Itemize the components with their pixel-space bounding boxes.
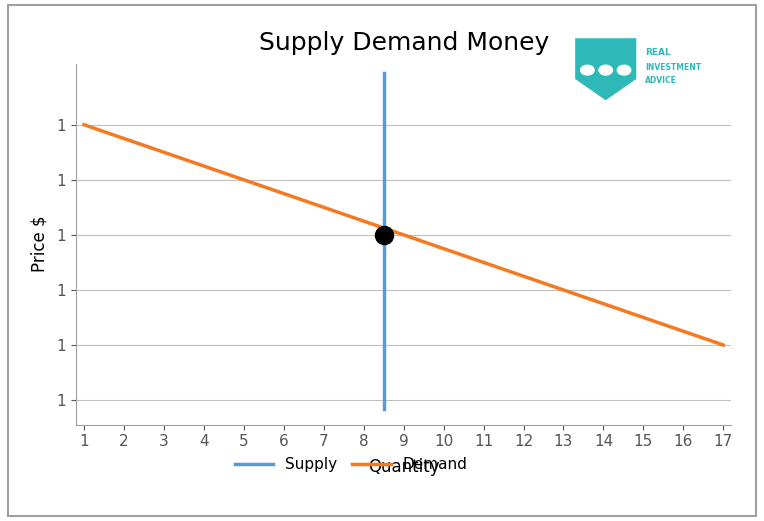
Title: Supply Demand Money: Supply Demand Money (258, 31, 549, 55)
Polygon shape (575, 38, 636, 100)
X-axis label: Quantity: Quantity (367, 457, 439, 476)
Legend: Supply, Demand: Supply, Demand (228, 451, 474, 478)
Text: ADVICE: ADVICE (645, 76, 677, 85)
Circle shape (581, 65, 594, 75)
Circle shape (617, 65, 631, 75)
Circle shape (599, 65, 613, 75)
Text: INVESTMENT: INVESTMENT (645, 63, 701, 72)
Y-axis label: Price $: Price $ (31, 216, 48, 272)
Text: REAL: REAL (645, 48, 671, 57)
